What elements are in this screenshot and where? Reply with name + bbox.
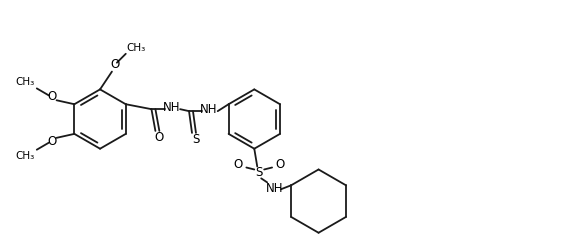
Text: O: O: [234, 158, 243, 171]
Text: CH₃: CH₃: [15, 151, 34, 161]
Text: O: O: [47, 90, 56, 103]
Text: CH₃: CH₃: [126, 43, 146, 53]
Text: NH: NH: [200, 103, 217, 116]
Text: NH: NH: [266, 182, 284, 195]
Text: S: S: [192, 133, 200, 146]
Text: O: O: [110, 58, 120, 71]
Text: CH₃: CH₃: [15, 78, 34, 87]
Text: O: O: [275, 158, 284, 171]
Text: O: O: [155, 131, 164, 144]
Text: O: O: [47, 135, 56, 148]
Text: S: S: [256, 166, 263, 179]
Text: NH: NH: [162, 101, 180, 114]
